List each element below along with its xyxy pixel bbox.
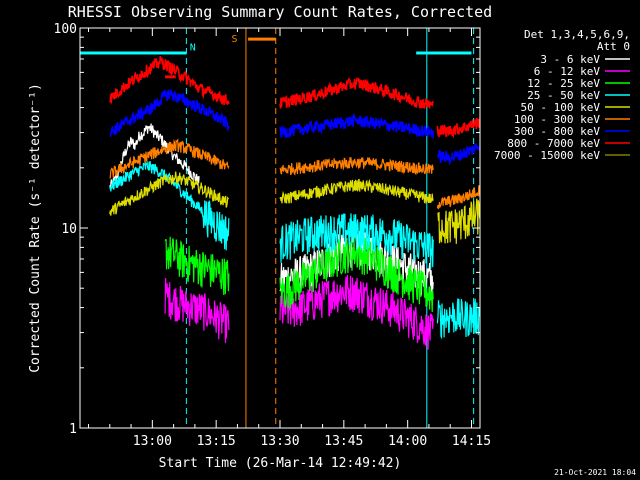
legend-label-4: 50 - 100 keV (521, 101, 601, 114)
y-tick-label-0: 1 (69, 422, 77, 437)
legend-label-7: 800 - 7000 keV (507, 137, 600, 150)
series-trace-6-1 (279, 112, 434, 139)
series-trace-3-1 (279, 213, 434, 270)
footer-timestamp: 21-Oct-2021 18:04 (554, 468, 636, 477)
series-trace-7-1 (279, 76, 434, 110)
legend-header-0: Det 1,3,4,5,6,9, (524, 28, 630, 41)
series-trace-1-0 (164, 277, 230, 344)
series-trace-3-2 (436, 298, 480, 340)
flag-letter-2: S (231, 34, 237, 45)
series-trace-7-2 (436, 117, 480, 139)
series-trace-1-1 (279, 274, 434, 350)
x-tick-label-4: 14:00 (388, 434, 427, 449)
flag-letter-1: N (190, 43, 196, 54)
legend-label-5: 100 - 300 keV (514, 113, 600, 126)
series-trace-7-0 (109, 56, 230, 106)
series-trace-4-1 (279, 178, 434, 205)
y-tick-label-1: 10 (61, 222, 77, 237)
series-trace-6-0 (109, 88, 230, 138)
x-tick-label-3: 13:45 (324, 434, 363, 449)
series-trace-5-2 (436, 185, 480, 210)
series-trace-4-2 (437, 198, 480, 244)
legend-label-2: 12 - 25 keV (527, 77, 600, 90)
x-tick-label-1: 13:15 (197, 434, 236, 449)
series-trace-3-0 (109, 160, 230, 251)
plot-clipped-group: F N S (80, 28, 480, 428)
x-tick-label-5: 14:15 (452, 434, 491, 449)
axes: 13:00 13:15 13:30 13:45 14:00 14:15 1 10 100 (54, 22, 492, 449)
legend-label-6: 300 - 800 keV (514, 125, 600, 138)
series-trace-5-0 (109, 137, 230, 179)
flag-letter-0: F (167, 64, 173, 75)
legend-label-8: 7000 - 15000 keV (494, 149, 600, 162)
series-trace-5-1 (279, 157, 434, 176)
legend-label-0: 3 - 6 keV (540, 53, 600, 66)
legend-label-1: 6 - 12 keV (534, 65, 601, 78)
series-trace-2-0 (164, 236, 230, 296)
series-trace-6-2 (436, 143, 480, 166)
legend-label-3: 25 - 50 keV (527, 89, 600, 102)
chart-title: RHESSI Observing Summary Count Rates, Co… (68, 3, 492, 21)
plot-content: F N S (80, 28, 480, 428)
x-axis-label: Start Time (26-Mar-14 12:49:42) (159, 456, 402, 471)
series-trace-0-0 (109, 123, 200, 189)
series-trace-4-0 (109, 171, 229, 216)
legend-header-1: Att 0 (597, 40, 630, 53)
y-tick-label-2: 100 (54, 22, 77, 37)
x-tick-label-0: 13:00 (133, 434, 172, 449)
x-tick-label-2: 13:30 (260, 434, 299, 449)
y-axis-label: Corrected Count Rate (s⁻¹ detector⁻¹) (28, 83, 43, 373)
